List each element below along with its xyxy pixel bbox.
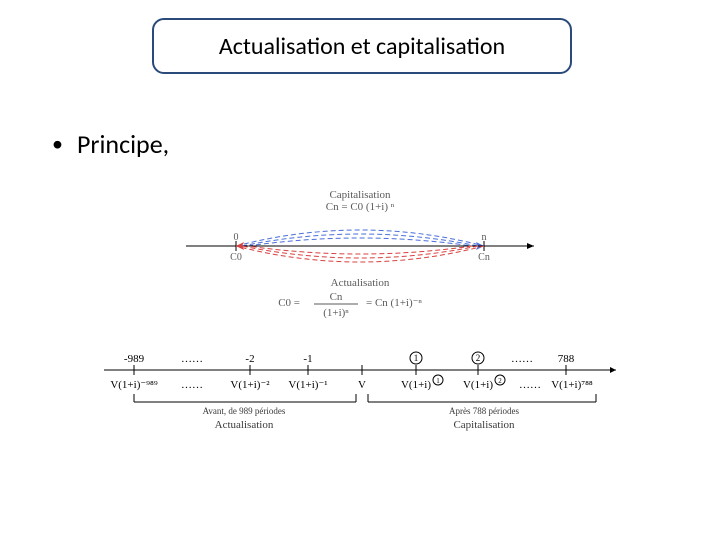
diagram-capitalisation-actualisation: Capitalisation Cn = C0 (1+i) ⁿ 0 n C0 Cn… [158,188,562,328]
title-box: Actualisation et capitalisation [152,18,572,74]
val-6: V(1+i)⁷⁸⁸ [551,379,593,391]
dots-0: …… [181,353,203,365]
slide: Actualisation et capitalisation • Princi… [0,0,720,540]
tick-1: -2 [245,353,254,365]
act-eq-num: Cn [330,291,343,303]
bullet-dot-icon: • [52,133,63,155]
val-3: V [358,379,366,391]
cap-label: Capitalisation [329,189,391,201]
val-4: V(1+i) [401,379,431,391]
sup1: 1 [436,377,440,385]
axis-arrow-icon [527,243,534,249]
dots-1: …… [511,353,533,365]
left-bracket [134,394,356,402]
val-0: V(1+i)⁻⁹⁸⁹ [110,379,158,391]
val-2: V(1+i)⁻¹ [288,379,327,391]
act-label: Actualisation [331,277,390,289]
bullet-1: • Principe, [52,128,169,160]
cap-arcs [236,230,484,246]
cap-formula: Cn = C0 (1+i) ⁿ [326,201,395,213]
left-caption: Avant, de 989 périodes [203,406,286,416]
right-caption: Après 788 périodes [449,406,519,416]
act-eq-right: = Cn (1+i)⁻ⁿ [366,297,422,309]
diagram-timeline: -989 …… -2 -1 1 2 …… 788 V(1+i)⁻⁹⁸⁹ …… V… [94,348,626,438]
val-1: V(1+i)⁻² [230,379,270,391]
dots-3: …… [519,379,541,391]
axis-left: 0 [234,232,239,243]
right-bracket [368,394,596,402]
circle-1-val: 1 [414,353,419,363]
circle-2-val: 2 [476,353,481,363]
act-eq-den: (1+i)ⁿ [323,307,349,319]
sup2: 2 [498,377,502,385]
timeline-arrow-icon [610,367,616,373]
right-word: Capitalisation [453,419,515,431]
bullet-1-text: Principe, [77,128,169,160]
val-5: V(1+i) [463,379,493,391]
dots-2: …… [181,379,203,391]
act-arcs [236,246,484,262]
axis-right: n [482,232,487,243]
tick-0: -989 [124,353,145,365]
tick-4: 788 [558,353,575,365]
axis-right-below: Cn [478,252,490,263]
slide-title: Actualisation et capitalisation [219,32,505,61]
left-word: Actualisation [215,419,274,431]
act-eq-left: C0 = [278,297,300,309]
tick-2: -1 [303,353,312,365]
axis-left-below: C0 [230,252,242,263]
